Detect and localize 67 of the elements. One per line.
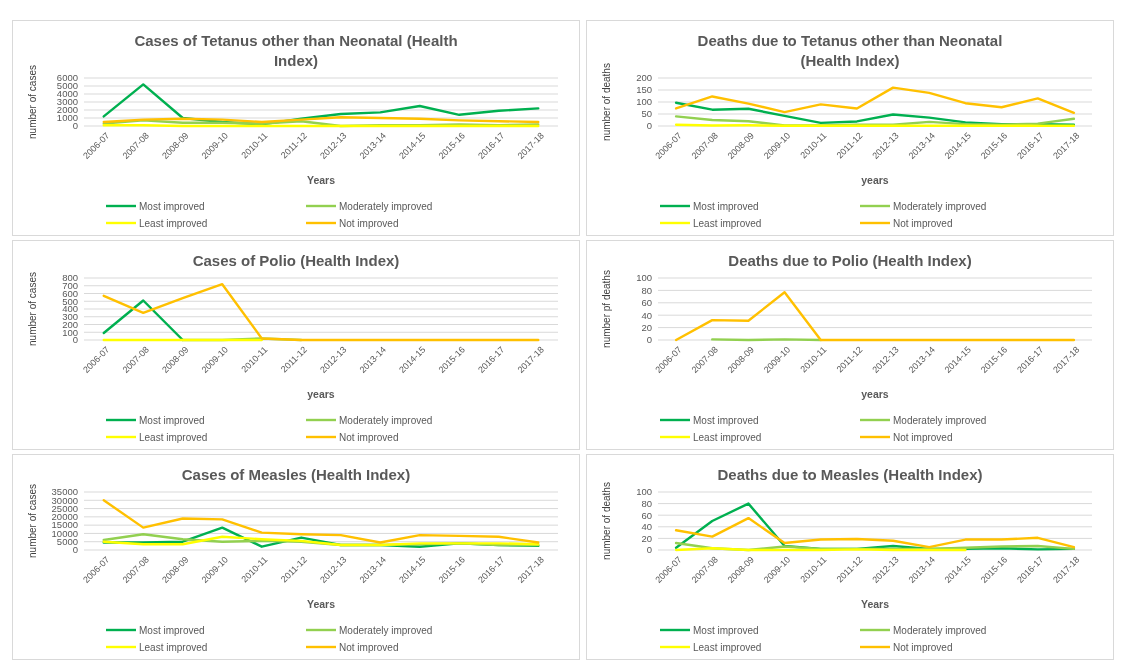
- y-tick-label: 100: [636, 272, 652, 284]
- chart-title: Cases of Polio (Health Index): [192, 252, 400, 269]
- legend-label: Moderately improved: [339, 624, 433, 636]
- y-axis-title: number of cases: [27, 484, 38, 558]
- y-tick-label: 0: [646, 334, 652, 346]
- y-tick-label: 100: [636, 486, 652, 498]
- y-axis-title: number of deaths: [601, 63, 612, 141]
- y-axis-title: number of cases: [27, 65, 38, 139]
- line-series: [674, 115, 1076, 127]
- y-axis-title: number pf deaths: [601, 270, 612, 348]
- y-tick-label: 20: [641, 532, 652, 544]
- y-tick-label: 0: [646, 544, 652, 556]
- legend-label: Least improved: [139, 431, 208, 443]
- legend-label: Least improved: [693, 217, 762, 229]
- x-axis-title: years: [861, 174, 889, 186]
- legend-label: Moderately improved: [893, 200, 987, 212]
- legend-label: Not improved: [339, 641, 399, 653]
- legend-label: Not improved: [893, 431, 953, 443]
- x-axis-title: Years: [306, 174, 336, 186]
- y-tick-label: 60: [641, 297, 652, 309]
- legend-label: Most improved: [693, 624, 759, 636]
- line-series: [102, 499, 540, 544]
- legend-label: Not improved: [339, 431, 399, 443]
- chart-title: Deaths due to Measles (Health Index): [717, 466, 983, 483]
- x-axis-title: years: [861, 388, 889, 400]
- y-tick-label: 0: [646, 120, 652, 132]
- legend-label: Not improved: [893, 217, 953, 229]
- chart-title: Deaths due to Tetanus other than Neonatal (Health Index): [697, 32, 1003, 69]
- line-series: [674, 291, 1076, 342]
- y-tick-label: 80: [641, 497, 652, 509]
- line-series: [102, 83, 540, 126]
- line-series: [674, 86, 1076, 114]
- x-axis-title: Years: [306, 598, 336, 610]
- chart-title: Deaths due to Polio (Health Index): [728, 252, 972, 269]
- y-tick-label: 40: [641, 521, 652, 533]
- chart-title: Cases of Measles (Health Index): [181, 466, 411, 483]
- legend-label: Not improved: [893, 641, 953, 653]
- legend-label: Not improved: [339, 217, 399, 229]
- y-tick-label: 80: [641, 284, 652, 296]
- legend-label: Moderately improved: [893, 414, 987, 426]
- legend-label: Least improved: [693, 431, 762, 443]
- line-series: [674, 516, 1076, 549]
- y-axis-title: number of cases: [27, 272, 38, 346]
- line-series: [102, 283, 540, 342]
- legend-label: Most improved: [139, 414, 205, 426]
- y-tick-label: 40: [641, 309, 652, 321]
- y-axis-title: number of deaths: [601, 482, 612, 560]
- legend-label: Least improved: [139, 217, 208, 229]
- legend-label: Most improved: [139, 624, 205, 636]
- x-axis-title: years: [307, 388, 335, 400]
- legend-label: Least improved: [693, 641, 762, 653]
- legend-label: Moderately improved: [893, 624, 987, 636]
- y-tick-label: 200: [636, 72, 652, 84]
- x-axis-title: Years: [860, 598, 890, 610]
- line-series: [674, 101, 1076, 126]
- y-tick-label: 150: [636, 84, 652, 96]
- y-tick-label: 100: [636, 96, 652, 108]
- legend-label: Most improved: [693, 200, 759, 212]
- chart-title: Cases of Tetanus other than Neonatal (Health Index): [134, 32, 458, 69]
- legend-label: Moderately improved: [339, 414, 433, 426]
- y-tick-label: 60: [641, 509, 652, 521]
- legend-label: Most improved: [693, 414, 759, 426]
- legend-label: Most improved: [139, 200, 205, 212]
- y-tick-label: 50: [641, 108, 652, 120]
- legend-label: Least improved: [139, 641, 208, 653]
- y-tick-label: 20: [641, 321, 652, 333]
- legend-label: Moderately improved: [339, 200, 433, 212]
